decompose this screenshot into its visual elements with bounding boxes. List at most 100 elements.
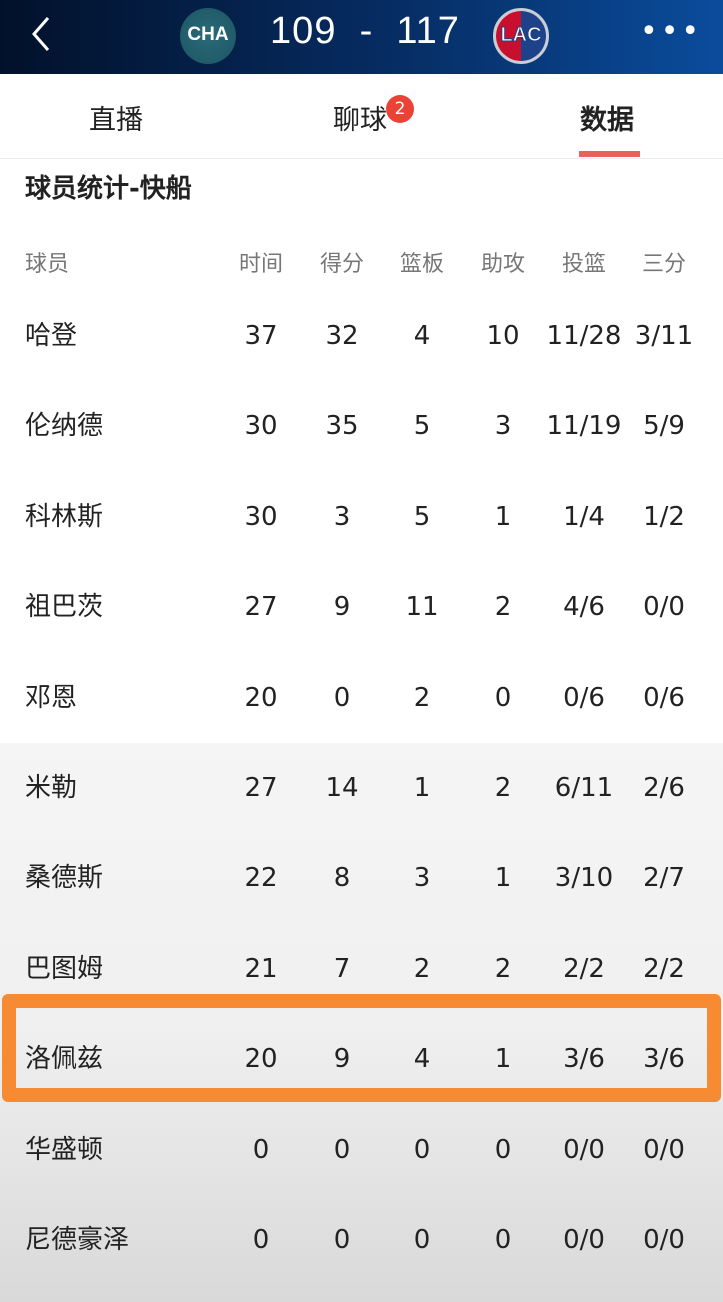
stat-cell: 27: [244, 773, 278, 803]
column-header[interactable]: 助攻: [480, 252, 525, 277]
player-name: 伦纳德: [25, 411, 104, 442]
stat-cell: 1/4: [563, 501, 605, 532]
tab-data[interactable]: 数据: [580, 105, 634, 136]
stat-cell: 2: [494, 592, 512, 623]
section-title: 球员统计-快船: [25, 174, 192, 204]
stat-cell: 0/0: [563, 1225, 605, 1255]
stat-cell: 2: [494, 773, 512, 803]
stat-cell: 11/28: [546, 321, 622, 351]
stat-cell: 0: [413, 1134, 431, 1165]
stat-cell: 9: [333, 592, 351, 623]
player-name: 尼德豪泽: [25, 1225, 130, 1255]
stat-cell: 4: [413, 1044, 431, 1075]
stat-cell: 9: [333, 1044, 351, 1075]
stat-cell: 2/2: [643, 953, 685, 984]
stat-cell: 4: [413, 321, 431, 351]
stat-cell: 3: [413, 863, 431, 894]
table-row[interactable]: 洛佩兹 20 9 4 1 3/6 3/6: [0, 1014, 723, 1104]
player-name: 洛佩兹: [25, 1044, 104, 1075]
stat-cell: 0/6: [643, 682, 685, 713]
column-header[interactable]: 篮板: [399, 252, 444, 277]
stat-cell: 8: [333, 863, 351, 894]
player-name: 米勒: [25, 773, 78, 803]
stat-cell: 2/6: [643, 773, 685, 803]
table-row[interactable]: 米勒 27 14 1 2 6/11 2/6: [0, 743, 723, 833]
stat-cell: 0: [494, 1225, 512, 1255]
highlight-box: [2, 994, 721, 1102]
stat-cell: 0/0: [643, 1134, 685, 1165]
stat-cell: 27: [244, 592, 278, 623]
active-tab-indicator: [579, 151, 640, 157]
stat-cell: 10: [486, 321, 520, 351]
column-header[interactable]: 时间: [238, 252, 283, 277]
stat-cell: 35: [325, 411, 359, 442]
stat-cell: 1: [494, 1044, 512, 1075]
stat-cell: 30: [244, 501, 278, 532]
table-row[interactable]: 科林斯 30 3 5 1 1/4 1/2: [0, 472, 723, 562]
stat-cell: 0/0: [643, 592, 685, 623]
stat-cell: 3: [333, 501, 351, 532]
stat-cell: 3/6: [643, 1044, 685, 1075]
player-name: 邓恩: [25, 682, 78, 713]
stat-cell: 21: [244, 953, 278, 984]
stat-cell: 2/2: [563, 953, 605, 984]
score: 109 - 117: [270, 10, 460, 52]
stat-cell: 0: [333, 1134, 351, 1165]
stat-cell: 5: [413, 501, 431, 532]
column-header[interactable]: 投篮: [561, 252, 606, 277]
stat-cell: 1: [494, 501, 512, 532]
stat-cell: 3/10: [554, 863, 614, 894]
back-icon[interactable]: [30, 14, 52, 54]
table-row[interactable]: 尼德豪泽 0 0 0 0 0/0 0/0: [0, 1195, 723, 1285]
stat-cell: 0/6: [563, 682, 605, 713]
table-row[interactable]: 祖巴茨 27 9 11 2 4/6 0/0: [0, 562, 723, 652]
home-team-logo[interactable]: CHA: [180, 8, 236, 64]
table-row[interactable]: 桑德斯 22 8 3 1 3/10 2/7: [0, 833, 723, 923]
table-row[interactable]: 邓恩 20 0 2 0 0/6 0/6: [0, 653, 723, 743]
stat-cell: 1: [494, 863, 512, 894]
stat-cell: 0: [333, 1225, 351, 1255]
stat-cell: 0: [494, 682, 512, 713]
player-name: 巴图姆: [25, 953, 104, 984]
stat-cell: 11/19: [546, 411, 622, 442]
table-row[interactable]: 伦纳德 30 35 5 3 11/19 5/9: [0, 381, 723, 471]
table-row[interactable]: 巴图姆 21 7 2 2 2/2 2/2: [0, 924, 723, 1014]
stat-cell: 2: [413, 682, 431, 713]
column-header: 球员: [25, 252, 70, 277]
stat-cell: 0/0: [563, 1134, 605, 1165]
game-header: CHA 109 - 117 LAC •••: [0, 0, 723, 74]
stat-cell: 3/6: [563, 1044, 605, 1075]
column-header[interactable]: 得分: [319, 252, 364, 277]
stat-cell: 30: [244, 411, 278, 442]
player-name: 桑德斯: [25, 863, 104, 894]
stat-cell: 32: [325, 321, 359, 351]
table-header: 球员 时间 得分 篮板 助攻 投篮 三分: [0, 220, 723, 310]
tab-chat[interactable]: 聊球: [333, 105, 387, 136]
bench-background: [0, 743, 723, 1302]
stat-cell: 2: [413, 953, 431, 984]
away-team-logo[interactable]: LAC: [493, 8, 549, 64]
tab-live[interactable]: 直播: [89, 105, 143, 136]
more-icon[interactable]: •••: [640, 14, 703, 49]
stat-cell: 0/0: [643, 1225, 685, 1255]
player-name: 科林斯: [25, 501, 104, 532]
table-row[interactable]: 哈登 37 32 4 10 11/28 3/11: [0, 291, 723, 381]
stat-cell: 2: [494, 953, 512, 984]
table-row[interactable]: 华盛顿 0 0 0 0 0/0 0/0: [0, 1105, 723, 1195]
tab-bar: 直播 聊球 数据: [0, 74, 723, 159]
stat-cell: 0: [494, 1134, 512, 1165]
stat-cell: 5/9: [643, 411, 685, 442]
stat-cell: 7: [333, 953, 351, 984]
stat-cell: 22: [244, 863, 278, 894]
stat-cell: 3/11: [634, 321, 694, 351]
stat-cell: 5: [413, 411, 431, 442]
stat-cell: 20: [244, 682, 278, 713]
stat-cell: 0: [252, 1225, 270, 1255]
stat-cell: 6/11: [554, 773, 614, 803]
stat-cell: 0: [413, 1225, 431, 1255]
stat-cell: 0: [252, 1134, 270, 1165]
stat-cell: 11: [405, 592, 439, 623]
chat-badge: 2: [386, 95, 414, 123]
column-header[interactable]: 三分: [641, 252, 686, 277]
stat-cell: 1/2: [643, 501, 685, 532]
